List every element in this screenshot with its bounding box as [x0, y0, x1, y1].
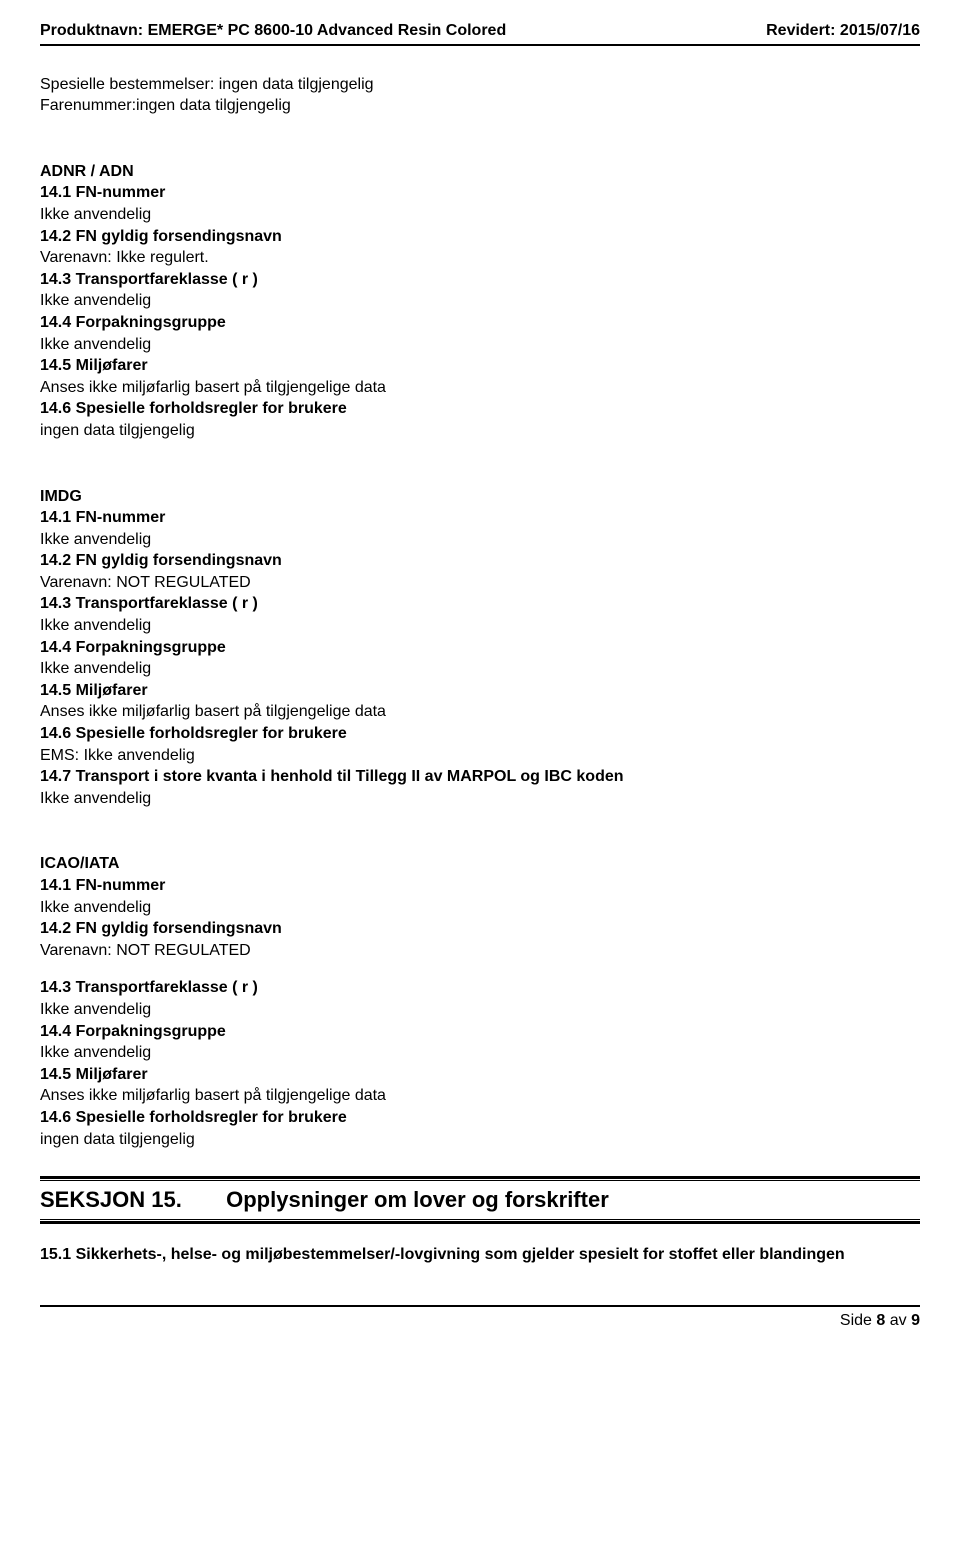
adnr-143: 14.3 Transportfareklasse ( r ): [40, 269, 920, 291]
adnr-144: 14.4 Forpakningsgruppe: [40, 312, 920, 334]
revised-value: 2015/07/16: [840, 22, 920, 39]
icao-141v: Ikke anvendelig: [40, 897, 920, 919]
icao-145v: Anses ikke miljøfarlig basert på tilgjen…: [40, 1085, 920, 1107]
imdg-145: 14.5 Miljøfarer: [40, 680, 920, 702]
section-15-1: 15.1 Sikkerhets-, helse- og miljøbestemm…: [40, 1244, 920, 1266]
icao-title: ICAO/IATA: [40, 853, 920, 875]
imdg-147: 14.7 Transport i store kvanta i henhold …: [40, 766, 920, 788]
adnr-145v: Anses ikke miljøfarlig basert på tilgjen…: [40, 377, 920, 399]
imdg-145v: Anses ikke miljøfarlig basert på tilgjen…: [40, 701, 920, 723]
footer-page-current: 8: [876, 1312, 885, 1329]
icao-142v: Varenavn: NOT REGULATED: [40, 940, 920, 962]
imdg-142: 14.2 FN gyldig forsendingsnavn: [40, 550, 920, 572]
imdg-144: 14.4 Forpakningsgruppe: [40, 637, 920, 659]
product-label: Produktnavn:: [40, 22, 143, 39]
imdg-141: 14.1 FN-nummer: [40, 507, 920, 529]
imdg-143v: Ikke anvendelig: [40, 615, 920, 637]
imdg-141v: Ikke anvendelig: [40, 529, 920, 551]
section-15-title: Opplysninger om lover og forskrifter: [226, 1187, 609, 1212]
imdg-142v: Varenavn: NOT REGULATED: [40, 572, 920, 594]
imdg-title: IMDG: [40, 486, 920, 508]
adnr-145: 14.5 Miljøfarer: [40, 355, 920, 377]
adnr-144v: Ikke anvendelig: [40, 334, 920, 356]
imdg-block: IMDG 14.1 FN-nummer Ikke anvendelig 14.2…: [40, 486, 920, 810]
header-right: Revidert: 2015/07/16: [766, 20, 920, 42]
intro-block: Spesielle bestemmelser: ingen data tilgj…: [40, 74, 920, 117]
intro-line2: Farenummer:ingen data tilgjengelig: [40, 95, 920, 117]
footer-page-total: 9: [911, 1312, 920, 1329]
page-footer: Side 8 av 9: [40, 1305, 920, 1332]
page-header: Produktnavn: EMERGE* PC 8600-10 Advanced…: [40, 20, 920, 44]
icao-144: 14.4 Forpakningsgruppe: [40, 1021, 920, 1043]
icao-142: 14.2 FN gyldig forsendingsnavn: [40, 918, 920, 940]
adnr-146: 14.6 Spesielle forholdsregler for bruker…: [40, 398, 920, 420]
header-rule: [40, 44, 920, 46]
adnr-142: 14.2 FN gyldig forsendingsnavn: [40, 226, 920, 248]
section-15-rule: SEKSJON 15. Opplysninger om lover og for…: [40, 1176, 920, 1224]
footer-page-label: Side: [840, 1312, 872, 1329]
adnr-141v: Ikke anvendelig: [40, 204, 920, 226]
adnr-title: ADNR / ADN: [40, 161, 920, 183]
section-15-num: SEKSJON 15.: [40, 1185, 220, 1215]
section-15-heading: SEKSJON 15. Opplysninger om lover og for…: [40, 1185, 920, 1215]
adnr-block: ADNR / ADN 14.1 FN-nummer Ikke anvendeli…: [40, 161, 920, 442]
footer-page-sep: av: [890, 1312, 907, 1329]
icao-143v: Ikke anvendelig: [40, 999, 920, 1021]
imdg-143: 14.3 Transportfareklasse ( r ): [40, 593, 920, 615]
icao-143: 14.3 Transportfareklasse ( r ): [40, 977, 920, 999]
adnr-141: 14.1 FN-nummer: [40, 182, 920, 204]
icao-146: 14.6 Spesielle forholdsregler for bruker…: [40, 1107, 920, 1129]
icao-block: ICAO/IATA 14.1 FN-nummer Ikke anvendelig…: [40, 853, 920, 1150]
revised-label: Revidert:: [766, 22, 835, 39]
adnr-146v: ingen data tilgjengelig: [40, 420, 920, 442]
imdg-147v: Ikke anvendelig: [40, 788, 920, 810]
adnr-143v: Ikke anvendelig: [40, 290, 920, 312]
imdg-144v: Ikke anvendelig: [40, 658, 920, 680]
icao-145: 14.5 Miljøfarer: [40, 1064, 920, 1086]
product-value: EMERGE* PC 8600-10 Advanced Resin Colore…: [148, 22, 507, 39]
imdg-146v: EMS: Ikke anvendelig: [40, 745, 920, 767]
adnr-142v: Varenavn: Ikke regulert.: [40, 247, 920, 269]
header-left: Produktnavn: EMERGE* PC 8600-10 Advanced…: [40, 20, 506, 42]
intro-line1: Spesielle bestemmelser: ingen data tilgj…: [40, 74, 920, 96]
icao-141: 14.1 FN-nummer: [40, 875, 920, 897]
imdg-146: 14.6 Spesielle forholdsregler for bruker…: [40, 723, 920, 745]
icao-144v: Ikke anvendelig: [40, 1042, 920, 1064]
icao-146v: ingen data tilgjengelig: [40, 1129, 920, 1151]
